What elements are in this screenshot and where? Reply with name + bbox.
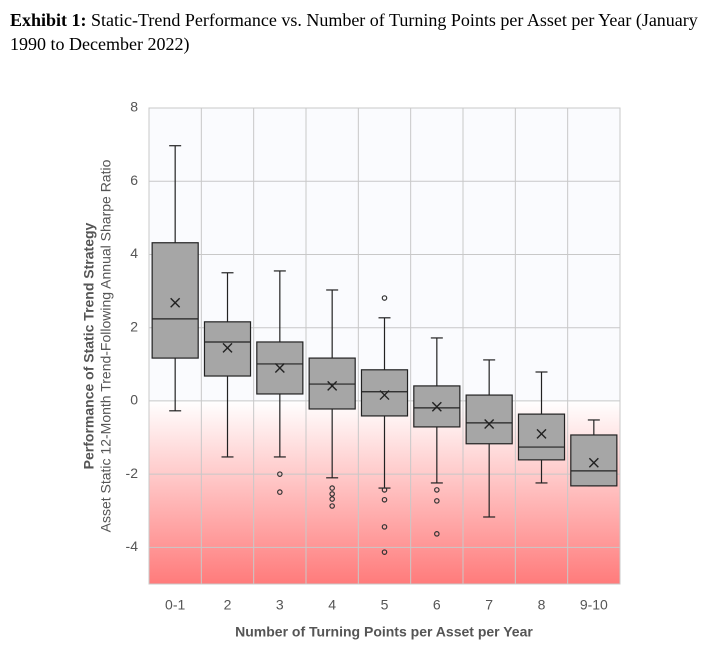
outlier [434, 531, 440, 537]
y-tick-label: -2 [126, 465, 139, 481]
plot-frame [148, 107, 621, 585]
y-tick-label: -4 [126, 538, 139, 554]
x-tick-label: 8 [538, 597, 546, 613]
mean-marker [274, 362, 285, 373]
mean-marker [379, 390, 390, 401]
x-tick-label: 6 [433, 597, 441, 613]
mean-stroke [222, 342, 233, 353]
mean-stroke [170, 297, 181, 308]
y-tick-label: 0 [130, 392, 138, 408]
mean-marker [222, 342, 233, 353]
mean-stroke [431, 401, 442, 412]
outlier [381, 295, 388, 301]
y-axis-subtitle: Asset Static 12-Month Trend-Following An… [98, 159, 114, 532]
outlier [329, 496, 335, 502]
mean-stroke [484, 418, 495, 429]
x-tick-label: 5 [381, 597, 389, 613]
outlier [329, 485, 335, 491]
y-axis-title: Performance of Static Trend Strategy [81, 222, 97, 469]
mean-marker [327, 380, 338, 391]
mean-stroke [588, 457, 599, 468]
title-block: Exhibit 1: Static-Trend Performance vs. … [10, 8, 700, 56]
outlier [381, 496, 388, 503]
y-tick-label: 4 [130, 245, 138, 261]
x-tick-label: 9-10 [580, 597, 608, 613]
mean-stroke [379, 390, 390, 401]
outlier [329, 491, 335, 497]
mean-stroke [536, 428, 547, 439]
mean-marker [588, 457, 599, 468]
box [151, 242, 199, 359]
chart-title: Static-Trend Performance vs. Number of T… [10, 10, 698, 54]
x-tick-label: 7 [485, 597, 493, 613]
mean-marker [484, 418, 495, 429]
outlier [434, 487, 440, 493]
outlier [381, 524, 388, 530]
outlier [277, 471, 283, 477]
y-tick-label: 6 [130, 172, 138, 188]
box [465, 394, 513, 445]
title-label: Exhibit 1: [10, 10, 87, 30]
mean-stroke [327, 380, 338, 391]
box [203, 321, 252, 377]
mean-stroke [274, 362, 285, 373]
box [570, 434, 618, 487]
x-tick-label: 4 [328, 597, 336, 613]
x-tick-label: 0-1 [165, 597, 185, 613]
x-axis-title: Number of Turning Points per Asset per Y… [235, 624, 533, 640]
y-tick-label: 8 [130, 99, 138, 115]
outlier [277, 489, 283, 495]
box [360, 369, 409, 417]
y-tick-label: 2 [130, 318, 138, 334]
mean-marker [170, 297, 181, 308]
x-tick-label: 3 [276, 597, 284, 613]
outlier [329, 503, 335, 509]
box [517, 413, 566, 461]
x-tick-label: 2 [224, 597, 232, 613]
mean-marker [536, 428, 547, 439]
mean-marker [431, 401, 442, 412]
outlier [381, 549, 388, 555]
outlier [434, 498, 440, 504]
outlier [381, 487, 388, 493]
